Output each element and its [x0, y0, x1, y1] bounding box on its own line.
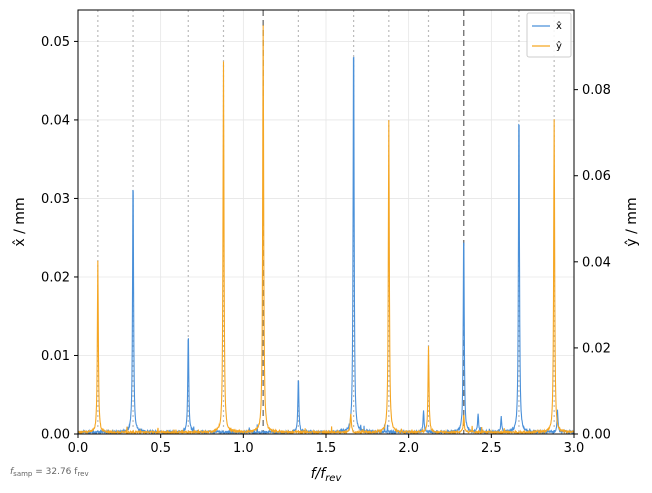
legend-label-y: ŷ — [556, 40, 562, 52]
series-group — [78, 25, 574, 434]
legend-box — [526, 12, 572, 58]
y-right-tick-label: 0.08 — [582, 83, 611, 98]
x-tick-label: 0.0 — [68, 441, 89, 456]
y-left-tick-label: 0.00 — [41, 428, 70, 443]
y-axis-right-label: ŷ / mm — [624, 197, 640, 246]
x-tick-label: 1.0 — [233, 441, 254, 456]
y-right-tick-label: 0.02 — [582, 341, 611, 356]
series-line-1 — [78, 25, 574, 434]
y-right-tick-label: 0.00 — [582, 428, 611, 443]
x-tick-label: 2.0 — [398, 441, 419, 456]
x-tick-label: 3.0 — [564, 441, 585, 456]
x-tick-label: 1.5 — [316, 441, 337, 456]
y-left-tick-label: 0.04 — [41, 113, 70, 128]
x-axis: 0.0 0.5 1.0 1.5 2.0 2.5 3.0 — [68, 434, 585, 456]
y-axis-right: 0.00 0.02 0.04 0.06 0.08 — [574, 83, 611, 443]
x-tick-label: 0.5 — [150, 441, 171, 456]
sampling-footnote: fsamp = 32.76 frev — [10, 467, 89, 478]
y-left-tick-label: 0.03 — [41, 192, 70, 207]
legend-label-x: x̂ — [556, 20, 562, 32]
x-tick-label: 2.5 — [481, 441, 502, 456]
legend: x̂ ŷ — [526, 12, 572, 58]
y-axis-left: 0.00 0.01 0.02 0.03 0.04 0.05 — [41, 35, 78, 443]
y-axis-left-label: x̂ / mm — [12, 197, 28, 246]
y-left-tick-label: 0.05 — [41, 35, 70, 50]
y-left-tick-label: 0.02 — [41, 270, 70, 285]
x-axis-label: f/frev — [311, 466, 343, 484]
y-right-tick-label: 0.06 — [582, 169, 611, 184]
y-right-tick-label: 0.04 — [582, 255, 611, 270]
y-left-tick-label: 0.01 — [41, 349, 70, 364]
